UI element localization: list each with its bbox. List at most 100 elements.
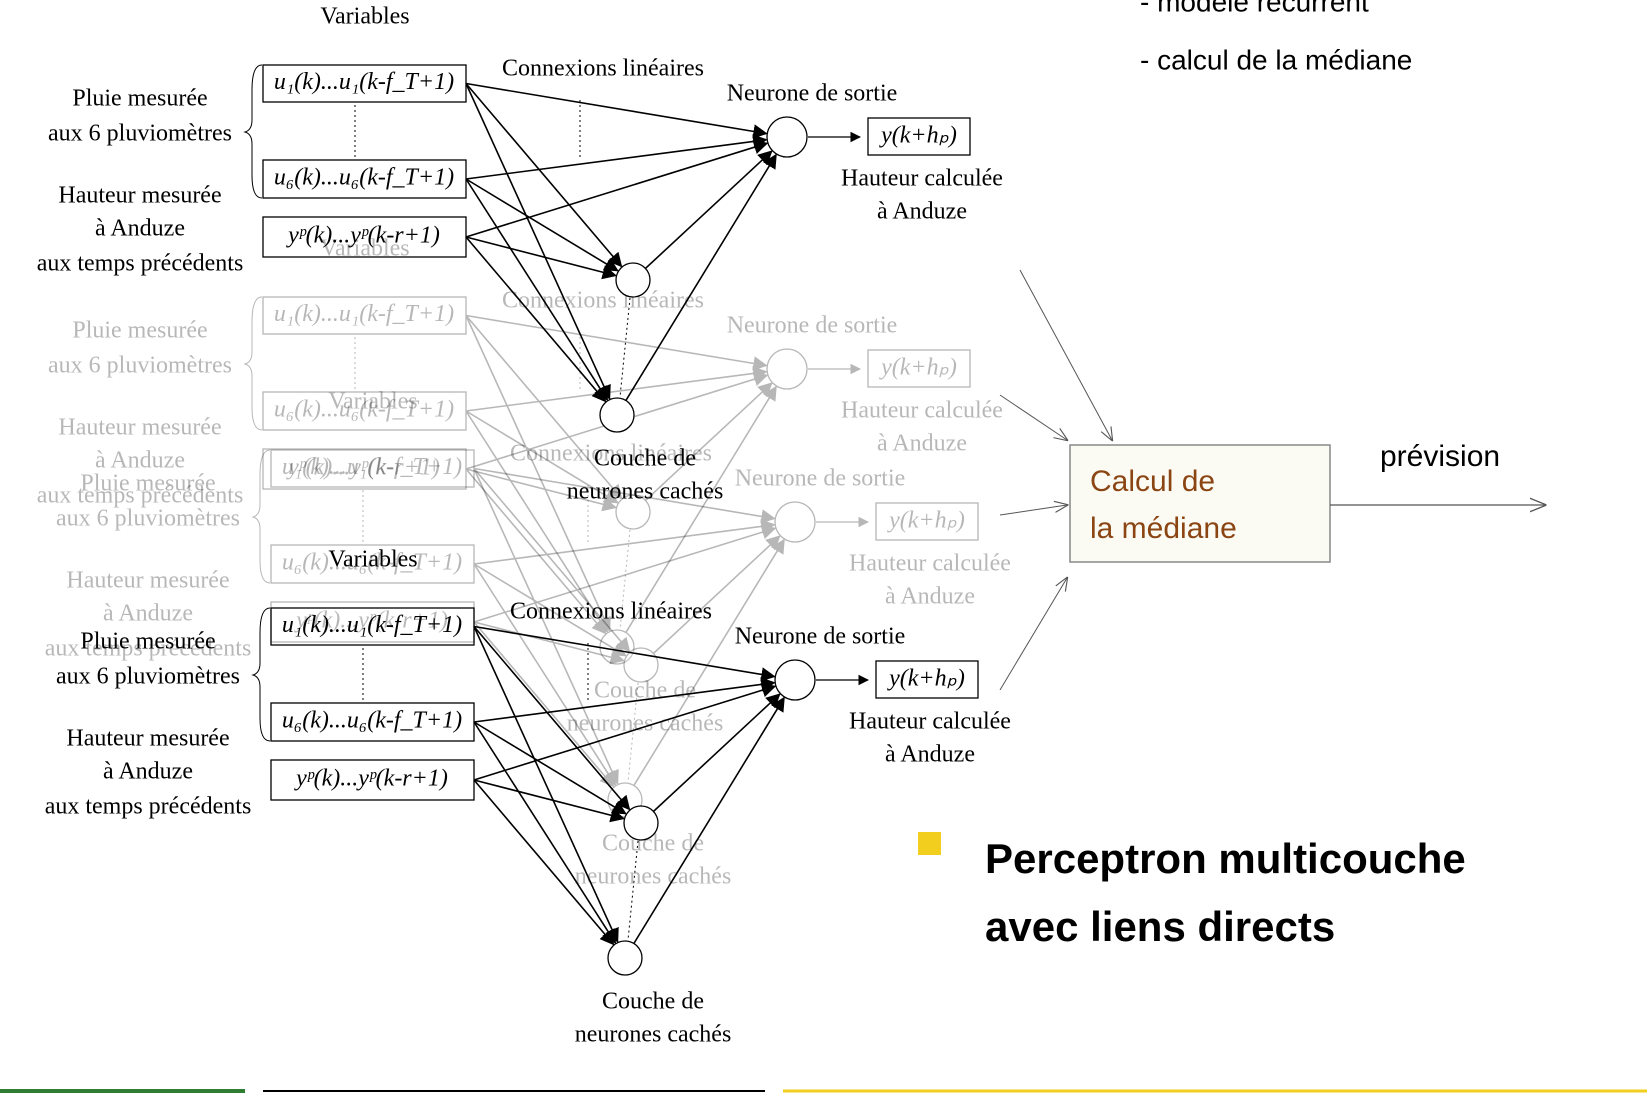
connection xyxy=(473,467,631,653)
input-group-label: à Anduze xyxy=(103,759,193,785)
dotted-line xyxy=(619,297,631,398)
connection xyxy=(465,140,769,238)
connection xyxy=(473,467,776,524)
connection xyxy=(465,314,768,371)
input-box-text: u₁(k)...u₁(k-f_T+1) xyxy=(282,454,462,480)
output-label: à Anduze xyxy=(885,584,975,610)
input-box xyxy=(262,448,467,490)
output-box xyxy=(875,502,979,541)
network: Variables Connexions linéaires Neurone de … xyxy=(45,389,1011,890)
input-group-label: aux temps précédents xyxy=(37,251,244,277)
output-box-text: y(k+hₚ) xyxy=(887,666,965,692)
input-group-label: Hauteur mesurée xyxy=(58,415,221,441)
hidden-layer-label: neurones cachés xyxy=(567,711,724,737)
input-box-text: yᵖ(k)...yᵖ(k-r+1) xyxy=(294,766,448,792)
input-box xyxy=(262,391,467,431)
connection xyxy=(473,626,619,943)
input-group-label: Pluie mesurée xyxy=(72,86,207,112)
connection xyxy=(465,410,619,504)
output-label: Hauteur calculée xyxy=(849,709,1011,735)
main-bullet: Perceptron multicouche xyxy=(985,835,1466,882)
variables-title: Variables xyxy=(320,4,409,30)
connection xyxy=(640,693,781,824)
connection xyxy=(465,82,768,139)
connection xyxy=(473,468,619,785)
connection xyxy=(465,468,607,635)
input-group-label: Pluie mesurée xyxy=(72,318,207,344)
output-neuron xyxy=(774,659,816,701)
connection xyxy=(465,178,609,402)
input-box-text: yᵖ(k)...yᵖ(k-r+1) xyxy=(286,223,440,249)
input-box-text: u₆(k)...u₆(k-f_T+1) xyxy=(282,708,462,734)
top-bullet: - modèle récurrent xyxy=(1140,0,1369,17)
input-group-label: aux temps précédents xyxy=(37,483,244,509)
output-neuron-label: Neurone de sortie xyxy=(735,624,906,650)
connection xyxy=(616,385,777,648)
connections-label: Connexions linéaires xyxy=(502,288,704,314)
connection xyxy=(473,519,776,565)
connection xyxy=(465,314,623,500)
input-box xyxy=(270,544,475,584)
hidden-neuron xyxy=(607,940,643,976)
input-group-label: à Anduze xyxy=(103,601,193,627)
median-text: Calcul de xyxy=(1090,465,1215,498)
input-group-label: Pluie mesurée xyxy=(80,629,215,655)
connection xyxy=(640,535,781,666)
output-label: à Anduze xyxy=(885,742,975,768)
dotted-line xyxy=(627,682,639,783)
connection xyxy=(473,621,625,665)
variables-title: Variables xyxy=(328,547,417,573)
to-median-arrow xyxy=(999,394,1067,440)
connection xyxy=(465,82,623,268)
input-box-text: u₆(k)...u₆(k-f_T+1) xyxy=(282,550,462,576)
output-neuron xyxy=(774,501,816,543)
output-box xyxy=(867,117,971,156)
input-box-text: u₆(k)...u₆(k-f_T+1) xyxy=(274,165,454,191)
hidden-layer-label: Couche de xyxy=(594,446,696,472)
output-box-text: y(k+hₚ) xyxy=(887,508,965,534)
connection xyxy=(465,468,617,512)
input-group-label: Hauteur mesurée xyxy=(58,183,221,209)
output-label: Hauteur calculée xyxy=(849,551,1011,577)
dotted-line xyxy=(627,840,639,941)
connection xyxy=(473,563,627,657)
connection xyxy=(473,563,617,787)
input-group-label: à Anduze xyxy=(95,448,185,474)
to-median-arrow xyxy=(999,505,1067,516)
input-group-label: Hauteur mesurée xyxy=(66,568,229,594)
connection xyxy=(465,178,619,272)
output-box-text: y(k+hₚ) xyxy=(879,123,957,149)
connection xyxy=(473,625,776,682)
hidden-neuron xyxy=(623,805,659,841)
network: Variables Connexions linéaires Neurone de … xyxy=(37,4,1003,505)
brace xyxy=(243,64,263,199)
hidden-layer-label: neurones cachés xyxy=(567,479,724,505)
connection xyxy=(473,525,777,623)
to-median-arrow xyxy=(999,578,1067,691)
output-box xyxy=(875,660,979,699)
input-box xyxy=(262,296,467,335)
network: Variables Connexions linéaires Neurone de … xyxy=(45,547,1011,1048)
connection xyxy=(465,315,611,632)
output-box-text: y(k+hₚ) xyxy=(879,355,957,381)
output-neuron xyxy=(766,348,808,390)
input-box-text: yᵖ(k)...yᵖ(k-r+1) xyxy=(286,455,440,481)
brace xyxy=(251,449,271,584)
brace xyxy=(243,296,263,431)
output-neuron-label: Neurone de sortie xyxy=(727,313,898,339)
output-label: à Anduze xyxy=(877,199,967,225)
input-box-text: u₆(k)...u₆(k-f_T+1) xyxy=(274,397,454,423)
hidden-neuron xyxy=(615,494,651,530)
input-group-label: aux 6 pluviomètres xyxy=(48,353,232,379)
connection xyxy=(473,779,615,946)
median-box xyxy=(1069,444,1331,563)
connection xyxy=(465,410,609,634)
input-group-label: à Anduze xyxy=(95,216,185,242)
dotted-line xyxy=(619,529,631,630)
hidden-neuron xyxy=(599,397,635,433)
hidden-neuron xyxy=(615,262,651,298)
input-group-label: aux 6 pluviomètres xyxy=(56,664,240,690)
connections-label: Connexions linéaires xyxy=(510,441,712,467)
output-neuron-label: Neurone de sortie xyxy=(727,81,898,107)
top-bullet: - calcul de la médiane xyxy=(1140,44,1412,75)
